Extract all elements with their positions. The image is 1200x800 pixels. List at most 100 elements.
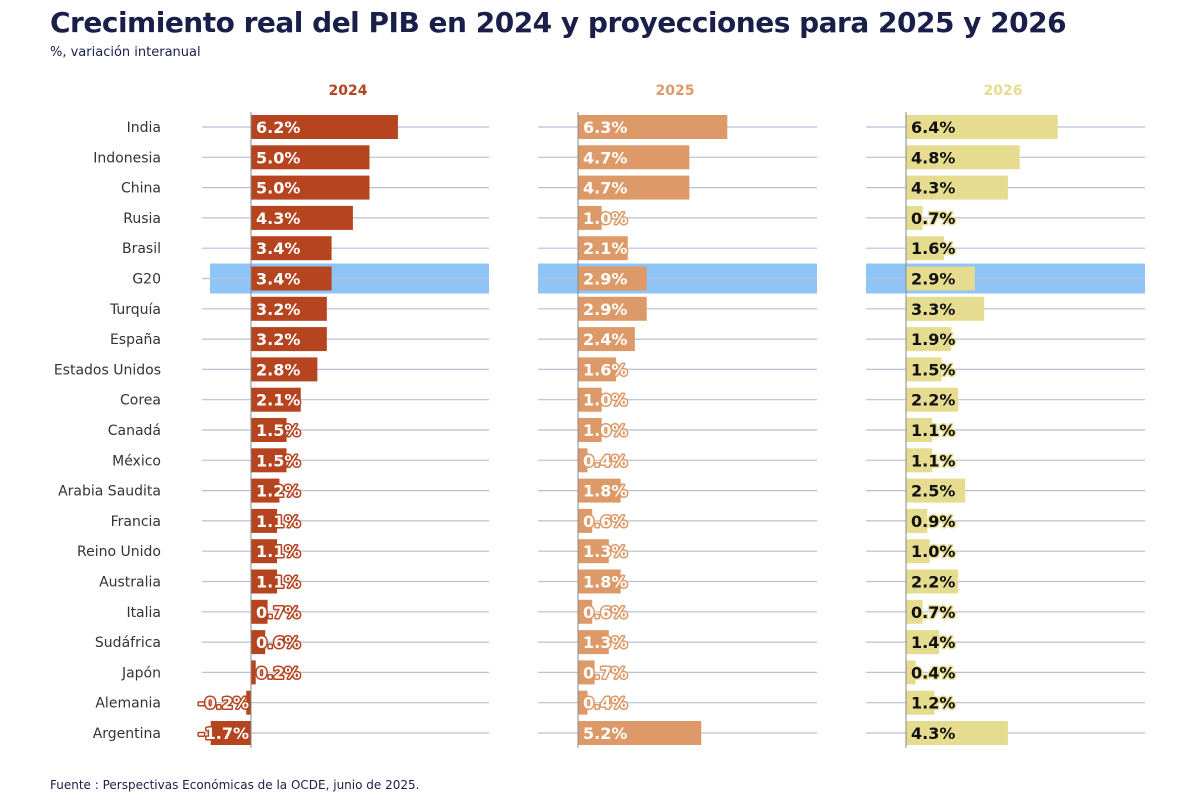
data-label: 0.6% <box>583 512 627 531</box>
data-label: 2.1% <box>256 391 300 410</box>
bar <box>906 236 944 261</box>
bar <box>906 478 966 503</box>
bar <box>578 660 595 685</box>
data-label: 1.5% <box>256 421 300 440</box>
category-label: Sudáfrica <box>95 635 161 651</box>
data-label: 0.6% <box>583 603 627 622</box>
source-note: Fuente : Perspectivas Económicas de la O… <box>50 778 420 792</box>
bar <box>251 448 287 473</box>
bar <box>906 205 923 230</box>
data-label: 1.6% <box>583 360 627 379</box>
bar <box>906 660 916 685</box>
bar <box>578 387 602 412</box>
bar <box>578 236 628 261</box>
bar <box>251 418 287 442</box>
bar <box>251 266 332 291</box>
series-header: 2026 <box>984 83 1023 99</box>
category-label: G20 <box>132 272 161 288</box>
bar <box>251 145 370 170</box>
data-label: 0.6% <box>256 633 300 652</box>
data-label: 2.8% <box>256 360 300 379</box>
data-label: 4.7% <box>583 148 627 167</box>
bar <box>906 630 940 655</box>
data-label: 1.3% <box>583 633 627 652</box>
category-label: Australia <box>99 575 161 591</box>
data-label: 2.2% <box>911 391 955 410</box>
data-label: 6.3% <box>583 118 627 137</box>
category-label: Francia <box>111 514 161 530</box>
data-label: 2.9% <box>911 270 955 289</box>
data-label: 1.1% <box>256 573 300 592</box>
bar <box>251 569 278 594</box>
bar <box>246 690 251 715</box>
bar <box>251 599 268 624</box>
bar <box>578 599 593 624</box>
data-label: 0.7% <box>583 663 627 682</box>
bar <box>906 296 985 321</box>
bar <box>578 266 647 291</box>
data-label: 2.5% <box>911 482 955 501</box>
bar <box>578 478 621 503</box>
data-label: 0.9% <box>911 512 955 531</box>
bar <box>906 599 923 624</box>
data-label: 0.4% <box>911 663 955 682</box>
bar <box>906 175 1008 200</box>
data-label: 4.7% <box>583 179 627 198</box>
category-label: Alemania <box>95 696 161 712</box>
data-label: 5.0% <box>256 148 300 167</box>
data-label: 1.0% <box>583 421 627 440</box>
category-label: Italia <box>126 605 161 621</box>
bar <box>251 115 398 139</box>
bar <box>251 327 327 352</box>
bar <box>906 387 959 412</box>
bar <box>578 630 609 655</box>
data-label: 4.3% <box>256 209 300 228</box>
category-label: Reino Unido <box>77 544 161 560</box>
bar <box>578 690 588 715</box>
category-label: Canadá <box>108 423 161 439</box>
bar <box>578 175 690 200</box>
category-label: España <box>110 332 161 348</box>
category-label: India <box>127 120 161 136</box>
category-label: Argentina <box>93 726 161 742</box>
data-label: 5.2% <box>583 724 627 743</box>
data-label: 2.9% <box>583 270 627 289</box>
data-label: 6.2% <box>256 118 300 137</box>
data-label: -0.2% <box>198 694 249 713</box>
data-label: 1.4% <box>911 633 955 652</box>
data-label: 2.9% <box>583 300 627 319</box>
bar <box>251 205 353 230</box>
bar <box>251 357 318 382</box>
data-label: 1.8% <box>583 482 627 501</box>
bar <box>251 175 370 200</box>
category-label: Arabia Saudita <box>58 484 161 500</box>
bar <box>578 418 602 442</box>
data-label: 3.4% <box>256 270 300 289</box>
data-label: 0.7% <box>256 603 300 622</box>
bar <box>906 569 959 594</box>
series-header: 2025 <box>656 83 695 99</box>
chart-title: Crecimiento real del PIB en 2024 y proye… <box>50 6 1067 39</box>
category-label: Rusia <box>123 211 161 227</box>
bar <box>906 539 930 564</box>
data-label: 2.4% <box>583 330 627 349</box>
bar <box>578 721 702 745</box>
bar <box>578 357 616 382</box>
data-label: 4.3% <box>911 179 955 198</box>
bar <box>251 539 278 564</box>
data-label: 1.0% <box>911 542 955 561</box>
bar <box>251 478 280 503</box>
data-label: 4.3% <box>911 724 955 743</box>
data-label: 1.2% <box>256 482 300 501</box>
data-label: 3.4% <box>256 239 300 258</box>
bar <box>578 508 593 533</box>
category-label: China <box>121 181 161 197</box>
data-label: 1.1% <box>911 451 955 470</box>
data-label: 6.4% <box>911 118 955 137</box>
category-label: Japón <box>121 665 161 681</box>
bar <box>578 115 728 139</box>
bar <box>578 448 588 473</box>
data-label: 0.2% <box>256 663 300 682</box>
data-label: 1.0% <box>583 209 627 228</box>
